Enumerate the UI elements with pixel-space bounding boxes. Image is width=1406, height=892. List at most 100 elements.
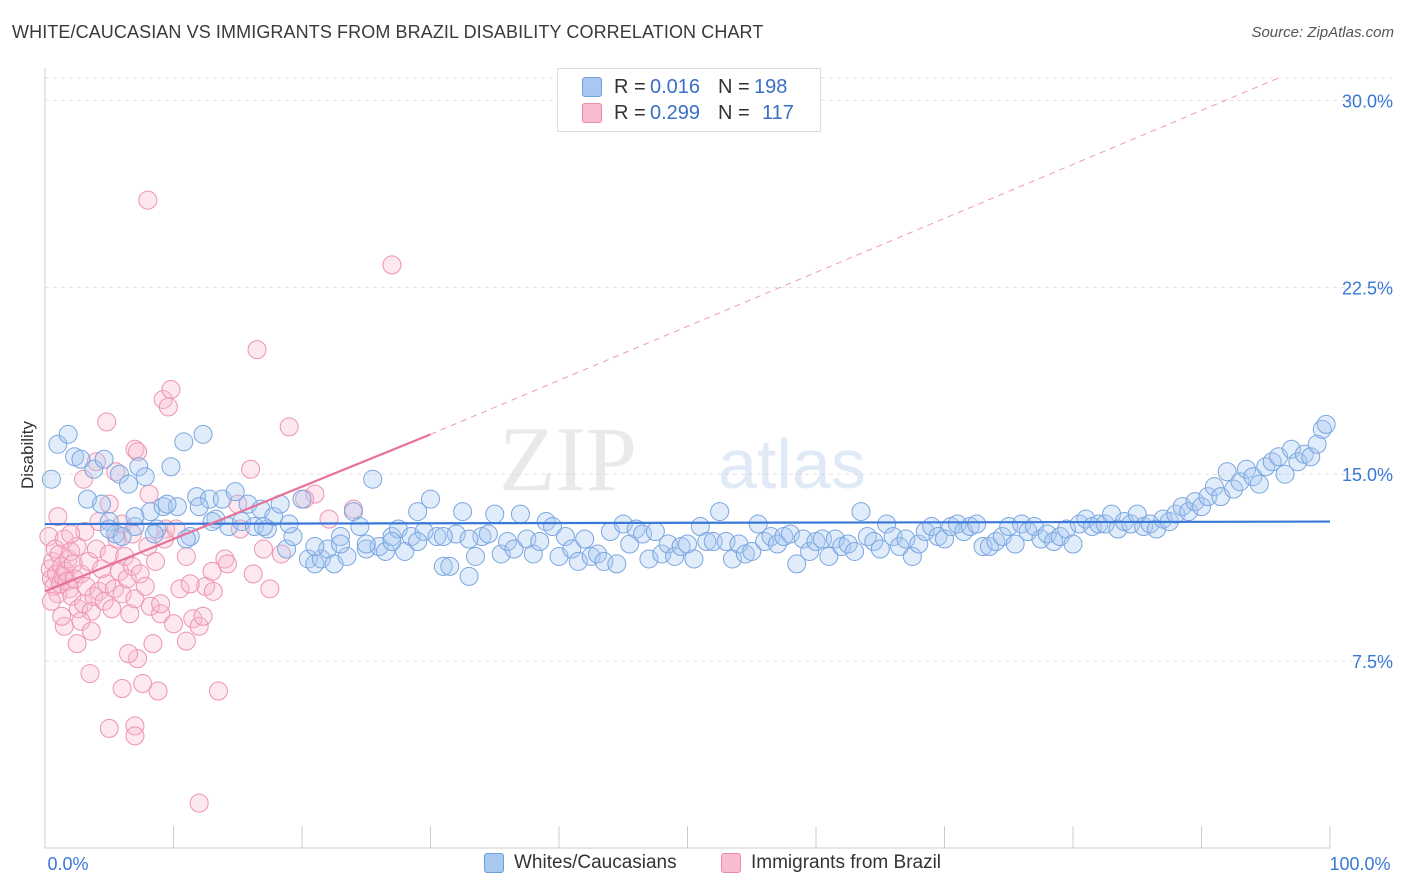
point-brazil — [260, 579, 280, 599]
point-brazil — [117, 569, 137, 589]
point-whites — [485, 504, 505, 524]
point-whites — [1127, 504, 1147, 524]
y-axis-label: Disability — [18, 420, 37, 490]
point-brazil — [176, 546, 196, 566]
point-brazil — [146, 551, 166, 571]
point-brazil — [164, 614, 183, 634]
point-whites — [305, 536, 325, 556]
point-brazil — [43, 551, 63, 571]
point-brazil — [102, 599, 122, 619]
point-brazil — [76, 576, 96, 596]
point-whites — [665, 546, 685, 566]
point-whites — [639, 549, 659, 569]
point-brazil — [125, 716, 145, 736]
point-whites — [491, 544, 511, 564]
legend-swatch-whites — [484, 853, 504, 873]
point-brazil — [39, 527, 59, 547]
y-tick-label: 7.5% — [1352, 652, 1393, 672]
r-label: R = — [614, 101, 646, 124]
point-brazil — [203, 581, 223, 601]
point-whites — [401, 527, 421, 547]
point-whites — [440, 556, 460, 576]
point-brazil — [253, 539, 273, 559]
point-brazil — [189, 793, 209, 813]
point-whites — [1262, 452, 1282, 472]
point-whites — [119, 474, 139, 494]
point-whites — [1236, 459, 1256, 479]
legend-item-whites[interactable]: Whites/Caucasians — [484, 852, 677, 874]
point-brazil — [170, 579, 190, 599]
point-whites — [1005, 534, 1025, 554]
point-brazil — [176, 631, 196, 651]
point-brazil — [241, 459, 261, 479]
point-whites — [58, 424, 78, 444]
watermark-atlas: atlas — [718, 425, 866, 503]
point-whites — [94, 449, 114, 469]
point-brazil — [48, 507, 68, 527]
point-whites — [232, 512, 252, 532]
point-whites — [838, 534, 858, 554]
point-whites — [935, 529, 954, 549]
point-brazil — [138, 190, 158, 210]
point-brazil — [84, 586, 104, 606]
legend-item-brazil[interactable]: Immigrants from Brazil — [721, 852, 941, 874]
point-whites — [356, 534, 376, 554]
point-brazil — [112, 584, 132, 604]
point-whites — [530, 531, 550, 551]
point-whites — [363, 469, 383, 489]
point-whites — [1185, 492, 1205, 512]
stats-swatch-whites — [582, 77, 602, 97]
x-tick-label: 0.0% — [47, 854, 88, 874]
point-whites — [92, 494, 112, 514]
point-whites — [135, 467, 155, 487]
source-label: Source: ZipAtlas.com — [1251, 24, 1394, 41]
point-brazil — [215, 549, 235, 569]
point-brazil — [61, 541, 81, 561]
point-whites — [193, 424, 213, 444]
point-whites — [1243, 467, 1263, 487]
point-whites — [1224, 479, 1244, 499]
point-brazil — [112, 679, 132, 699]
point-brazil — [135, 576, 155, 596]
point-brazil — [52, 556, 72, 576]
point-whites — [851, 502, 871, 522]
point-whites — [1192, 497, 1211, 517]
point-brazil — [319, 509, 339, 529]
point-brazil — [41, 591, 61, 611]
point-brazil — [208, 681, 228, 701]
point-whites — [77, 489, 97, 509]
point-whites — [112, 527, 132, 547]
point-whites — [613, 514, 633, 534]
point-whites — [1217, 462, 1237, 482]
point-whites — [225, 482, 245, 502]
point-whites — [780, 524, 800, 544]
point-brazil — [279, 417, 299, 437]
trend-lines — [44, 433, 1331, 593]
r-value: 0.016 — [650, 75, 701, 98]
point-brazil — [89, 581, 109, 601]
point-whites — [1063, 534, 1083, 554]
point-brazil — [49, 544, 69, 564]
point-whites — [305, 554, 325, 574]
point-whites — [350, 517, 370, 537]
point-whites — [331, 527, 351, 547]
stats-row-whites: R = 0.016 N = 198 — [582, 74, 787, 100]
point-brazil — [120, 604, 140, 624]
point-brazil — [243, 564, 263, 584]
point-whites — [408, 531, 428, 551]
point-whites — [1044, 531, 1064, 551]
point-brazil — [86, 452, 106, 472]
point-brazil — [151, 594, 171, 614]
point-brazil — [133, 674, 153, 694]
y-tick-label: 22.5% — [1342, 278, 1393, 298]
point-whites — [174, 432, 194, 452]
chart-title: WHITE/CAUCASIAN VS IMMIGRANTS FROM BRAZI… — [12, 22, 764, 42]
point-whites — [84, 459, 104, 479]
x-tick-label: 100.0% — [1329, 854, 1390, 874]
n-value: 198 — [754, 75, 788, 98]
point-whites — [504, 539, 524, 559]
point-whites — [283, 527, 303, 547]
point-brazil — [110, 561, 130, 581]
point-whites — [973, 536, 993, 556]
point-whites — [382, 531, 402, 551]
